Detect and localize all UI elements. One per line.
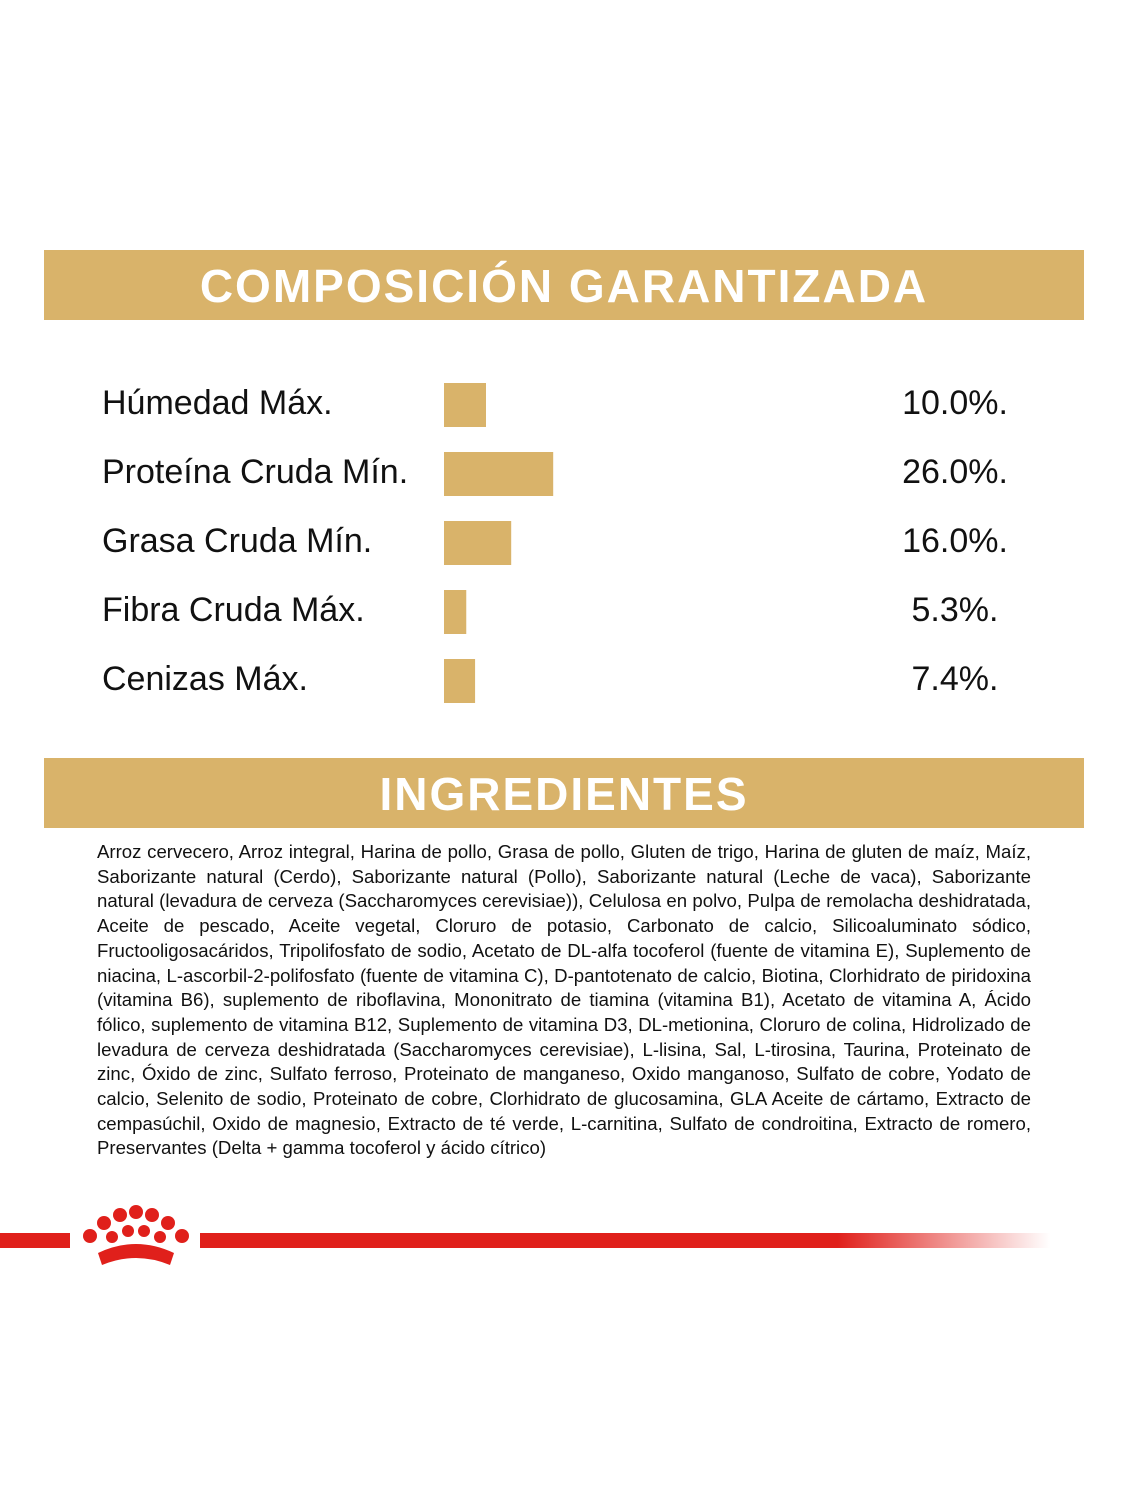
value-label: 5.3%. xyxy=(912,591,999,629)
brand-strip xyxy=(0,1205,1050,1265)
value-label: 10.0%. xyxy=(902,384,1008,422)
bar xyxy=(444,452,554,496)
red-line xyxy=(0,1233,70,1248)
bar xyxy=(444,383,486,427)
category-label: Cenizas Máx. xyxy=(102,660,308,698)
category-label: Grasa Cruda Mín. xyxy=(102,522,372,560)
composition-title: COMPOSICIÓN GARANTIZADA xyxy=(44,250,1084,320)
category-label: Fibra Cruda Máx. xyxy=(102,591,365,629)
value-label: 26.0%. xyxy=(902,453,1008,491)
ingredients-title: INGREDIENTES xyxy=(44,758,1084,828)
category-label: Húmedad Máx. xyxy=(102,384,333,422)
category-label: Proteína Cruda Mín. xyxy=(102,453,408,491)
value-label: 16.0%. xyxy=(902,522,1008,560)
bar xyxy=(444,659,476,703)
ingredients-text: Arroz cervecero, Arroz integral, Harina … xyxy=(97,841,1031,1159)
red-line xyxy=(200,1233,1050,1248)
bar xyxy=(444,590,467,634)
value-label: 7.4%. xyxy=(912,660,999,698)
bar xyxy=(444,521,512,565)
chart: Húmedad Máx. 10.0%. Proteína Cruda Mín. 26.… xyxy=(102,383,1008,703)
crown-logo xyxy=(83,1205,189,1265)
